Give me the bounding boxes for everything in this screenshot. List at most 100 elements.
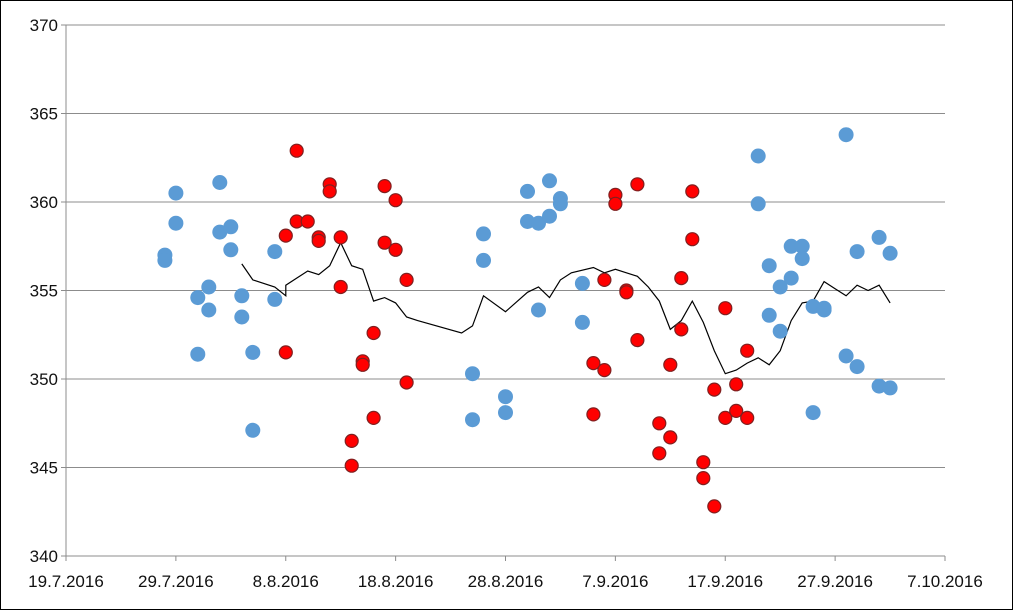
data-point-red: [333, 279, 348, 295]
data-point-blue: [542, 173, 557, 189]
data-point-blue: [476, 226, 491, 242]
trend-line: [241, 241, 891, 375]
y-tick-label: 370: [30, 16, 58, 35]
data-point-blue: [520, 183, 535, 199]
y-tick-label: 340: [30, 547, 58, 566]
data-point-red: [355, 357, 370, 372]
data-point-red: [630, 333, 645, 348]
data-point-blue: [245, 422, 261, 438]
data-point-blue: [245, 344, 261, 360]
data-point-blue: [871, 378, 887, 394]
data-point-red: [586, 356, 601, 371]
data-point-blue: [871, 229, 887, 245]
data-point-blue: [783, 238, 799, 254]
data-point-red: [278, 345, 293, 360]
data-point-red: [663, 430, 678, 445]
data-point-blue: [552, 196, 568, 212]
data-point-red: [388, 242, 403, 257]
data-point-blue: [783, 270, 799, 286]
data-point-blue: [498, 405, 513, 421]
data-point-blue: [882, 245, 898, 261]
x-tick-label: 7.9.2016: [582, 572, 648, 591]
data-point-blue: [750, 148, 766, 164]
trend-line-series: [241, 241, 891, 375]
data-point-blue: [168, 185, 184, 201]
data-point-red: [586, 407, 601, 422]
data-point-blue: [772, 279, 788, 295]
data-point-red: [740, 343, 755, 358]
data-point-red: [399, 375, 414, 390]
data-point-red: [729, 403, 744, 418]
data-point-red: [718, 301, 733, 316]
y-tick-label: 355: [30, 282, 58, 301]
data-point-blue: [520, 214, 535, 229]
data-point-red: [674, 271, 689, 286]
data-point-blue: [882, 380, 898, 396]
data-point-blue: [531, 302, 546, 318]
data-point-blue: [212, 175, 228, 190]
data-point-blue: [465, 366, 480, 382]
data-points: [157, 127, 898, 514]
x-tick-label: 18.8.2016: [358, 572, 434, 591]
data-point-red: [718, 410, 733, 425]
x-tick-label: 8.8.2016: [253, 572, 319, 591]
data-point-blue: [190, 346, 206, 362]
x-tick-label: 28.8.2016: [468, 572, 544, 591]
data-point-blue: [574, 314, 590, 330]
data-point-blue: [168, 215, 184, 231]
data-point-blue: [794, 251, 810, 267]
x-tick-label: 17.9.2016: [687, 572, 763, 591]
data-point-red: [366, 325, 381, 341]
data-point-red: [597, 363, 612, 378]
data-point-red: [289, 143, 304, 158]
data-point-blue: [761, 307, 777, 323]
data-point-blue: [574, 275, 590, 291]
data-point-red: [278, 228, 293, 243]
data-point-blue: [267, 244, 283, 260]
data-point-blue: [838, 127, 854, 143]
data-point-red: [707, 499, 722, 514]
x-tick-labels: 19.7.2016 29.7.2016 8.8.2016 18.8.2016 28.8.…: [28, 572, 983, 591]
data-point-blue: [849, 359, 865, 375]
data-point-red: [674, 322, 689, 337]
data-point-red: [333, 230, 348, 245]
data-point-blue: [234, 288, 250, 304]
data-point-red: [685, 184, 700, 199]
data-point-red: [696, 471, 711, 486]
data-point-blue: [465, 412, 480, 428]
data-point-blue: [849, 244, 865, 260]
data-point-red: [344, 458, 359, 473]
data-point-red: [729, 377, 744, 392]
data-point-blue: [750, 196, 766, 212]
data-point-red: [630, 177, 645, 192]
data-point-blue: [223, 242, 239, 258]
data-point-red: [696, 455, 711, 470]
data-point-red: [707, 382, 722, 397]
data-point-blue: [190, 290, 206, 306]
data-point-red: [344, 433, 359, 448]
data-point-red: [663, 357, 678, 372]
data-point-red: [388, 193, 403, 208]
data-point-red: [619, 285, 634, 300]
data-point-red: [597, 272, 612, 287]
data-point-blue: [794, 238, 810, 254]
data-point-blue: [223, 219, 239, 235]
data-point-blue: [816, 302, 832, 318]
axes: [61, 24, 946, 561]
y-tick-label: 345: [30, 459, 58, 478]
data-point-red: [311, 233, 326, 248]
x-tick-label: 29.7.2016: [138, 572, 214, 591]
data-point-red: [608, 196, 623, 211]
data-point-blue: [498, 389, 513, 405]
x-tick-label: 7.10.2016: [907, 572, 983, 591]
data-point-blue: [476, 252, 491, 268]
data-point-blue: [267, 291, 283, 307]
data-point-red: [399, 272, 414, 287]
data-point-blue: [201, 302, 217, 318]
data-point-red: [685, 232, 700, 247]
y-tick-label: 350: [30, 370, 58, 389]
y-tick-label: 365: [30, 105, 58, 124]
data-point-red: [377, 235, 392, 250]
